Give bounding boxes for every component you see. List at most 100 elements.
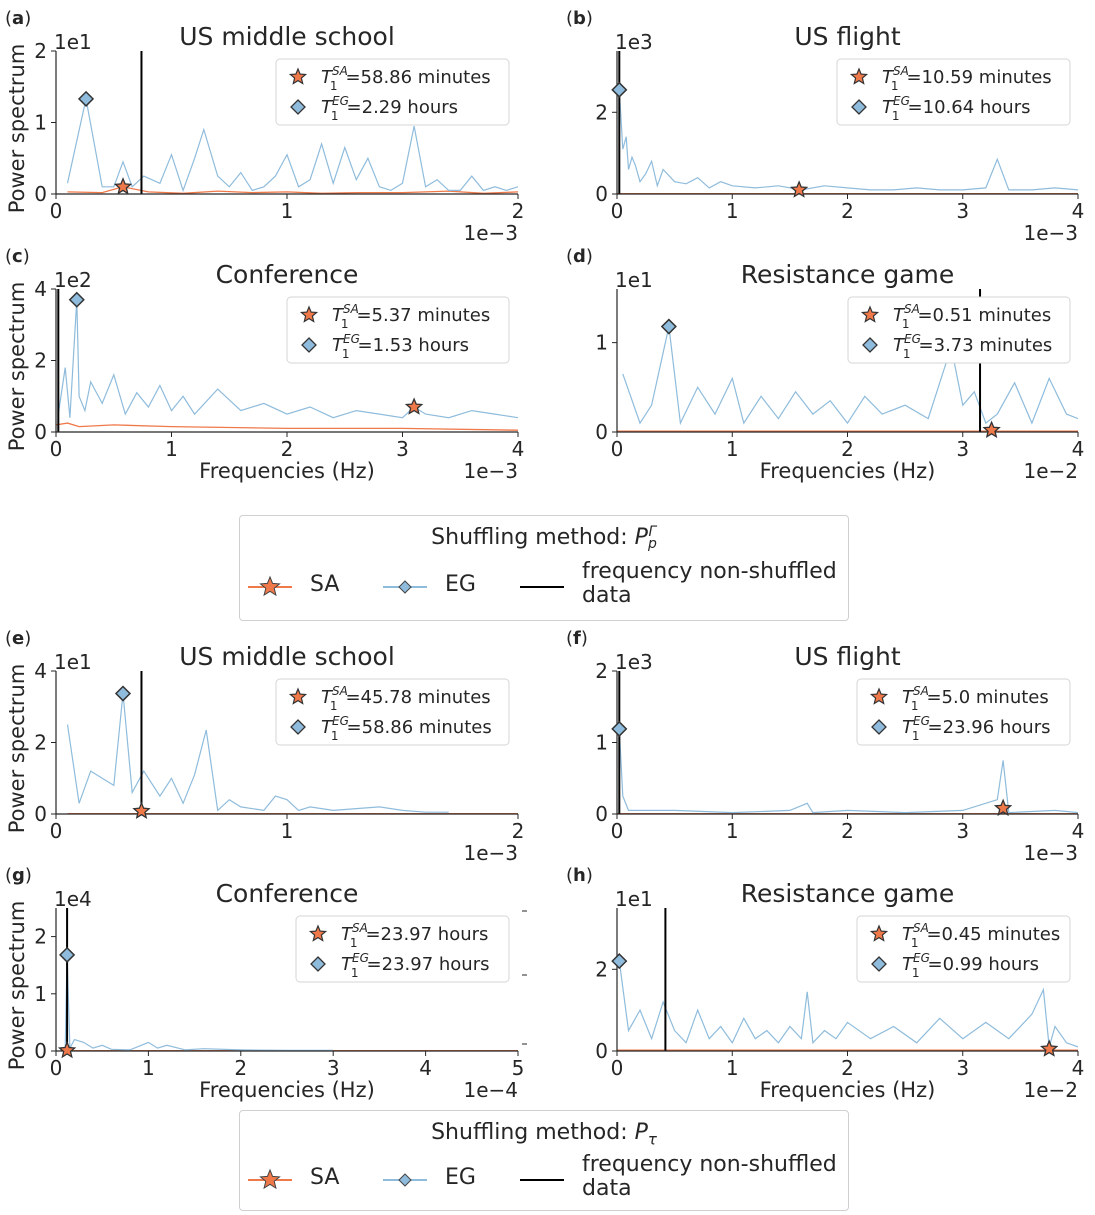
symbol-sup: SA [893,64,909,78]
symbol-sup: SA [332,684,348,698]
symbol-T: T [332,335,345,356]
eg-marker [611,81,628,98]
panel-label: (b) [566,8,593,29]
legend-diamond-icon [871,719,887,735]
y-tick-label: 0 [34,420,47,444]
symbol-T: T [902,717,915,738]
y-axis-label: Power spectrum [5,282,29,452]
y-tick-label: 0 [34,1039,47,1063]
chart-panel-h: 0 1 2 3 4 0 2 1e−2 1e1 Resistance game (h) Frequenc… [566,865,1084,1102]
legend-line-vline [520,1179,564,1181]
symbol-sub: 1 [902,317,910,331]
panel-legend-box [836,58,1071,126]
annotation-value: =5.37 minutes [356,305,490,326]
legend-label-vline: frequency non-shuffled data [582,559,837,608]
y-tick-label: 0 [595,182,608,206]
eg-marker [68,291,85,308]
symbol-sub: 1 [911,699,919,713]
eg-marker [611,953,628,970]
annotation-value: =0.51 minutes [917,305,1051,326]
symbol-sup: EG [343,332,360,346]
symbol-T: T [321,67,334,88]
symbol-T: T [893,305,906,326]
symbol-T: T [341,954,354,975]
panel-paren: ) [586,246,593,267]
panel-letter: g [12,865,25,886]
x-scale-label: 1e−3 [463,841,518,865]
y-axis-label: Power spectrum [5,901,29,1071]
y-scale-label: 1e2 [54,268,92,292]
symbol-sub: 1 [331,729,339,743]
panel-letter: c [12,246,23,267]
legend-annotation-eg: TEG 1 =2.29 hours [321,94,458,123]
symbol-sub: 1 [330,699,338,713]
symbol-T: T [321,97,334,118]
annotation-value: =45.78 minutes [345,687,490,708]
symbol-sup: SA [904,302,920,316]
legend-diamond-icon [851,99,867,115]
symbol-sub: 1 [351,966,359,980]
x-tick-label: 1 [281,199,294,223]
x-axis-label: Frequencies (Hz) [760,459,936,483]
y-tick-label: 0 [34,182,47,206]
legend-label-eg: EG [445,1165,476,1190]
legend-star-icon [869,924,889,942]
symbol-sup: EG [904,332,921,346]
annotation-value: =10.59 minutes [906,67,1051,88]
symbol-sub: 1 [350,936,358,950]
panel-label: (a) [5,8,31,29]
legend-annotation-eg: TEG 1 =58.86 minutes [321,714,492,743]
series-line-eg [66,98,518,193]
panel-legend-box [847,296,1071,364]
y-scale-label: 1e1 [615,268,653,292]
annotation-value: =0.99 hours [928,954,1040,975]
y-tick-label: 2 [595,957,608,981]
eg-marker [59,946,76,963]
symbol-T: T [902,924,915,945]
legend-title-sup: Γ [648,524,657,540]
annotation-value: =1.53 hours [358,335,470,356]
legend-star-icon [869,687,889,705]
y-tick-label: 0 [595,802,608,826]
y-tick-label: 1 [595,731,608,755]
legend-diamond-icon [871,956,887,972]
x-tick-label: 1 [165,437,178,461]
eg-marker [114,685,132,702]
symbol-sub: 1 [341,317,349,331]
legend-star-icon [299,305,319,323]
y-scale-label: 1e1 [615,887,653,911]
legend-annotation-sa: TSA 1 =0.51 minutes [893,302,1051,331]
panel-letter: e [12,628,24,649]
series-line-eg [618,728,1078,814]
symbol-sup: EG [352,951,369,965]
y-scale-label: 1e1 [54,30,92,54]
annotation-value: =58.86 minutes [347,717,492,738]
x-scale-label: 1e−3 [1023,221,1078,245]
diamond-icon [398,1173,412,1187]
symbol-sub: 1 [911,936,919,950]
x-scale-label: 1e−2 [1023,1078,1078,1102]
panel-label: (d) [566,246,593,267]
y-scale-label: 1e3 [615,650,653,674]
legend-star-icon [849,67,869,85]
x-tick-label: 1 [726,1056,739,1080]
y-tick-label: 2 [595,659,608,683]
legend-star-icon [308,924,328,942]
symbol-sub: 1 [342,347,350,361]
legend-annotation-eg: TEG 1 =0.99 hours [902,951,1039,980]
y-tick-label: 1 [34,111,47,135]
panel-legend-box [275,58,510,126]
x-scale-label: 1e−3 [1023,841,1078,865]
legend-annotation-sa: TSA 1 =10.59 minutes [882,64,1052,93]
x-tick-label: 4 [1072,1056,1085,1080]
sa-marker [982,420,1001,439]
symbol-sub: 1 [912,966,920,980]
panel-paren: ) [586,865,593,886]
legend-title-sub: τ [647,1130,657,1149]
y-tick-label: 4 [34,659,47,683]
x-tick-label: 4 [1072,199,1085,223]
